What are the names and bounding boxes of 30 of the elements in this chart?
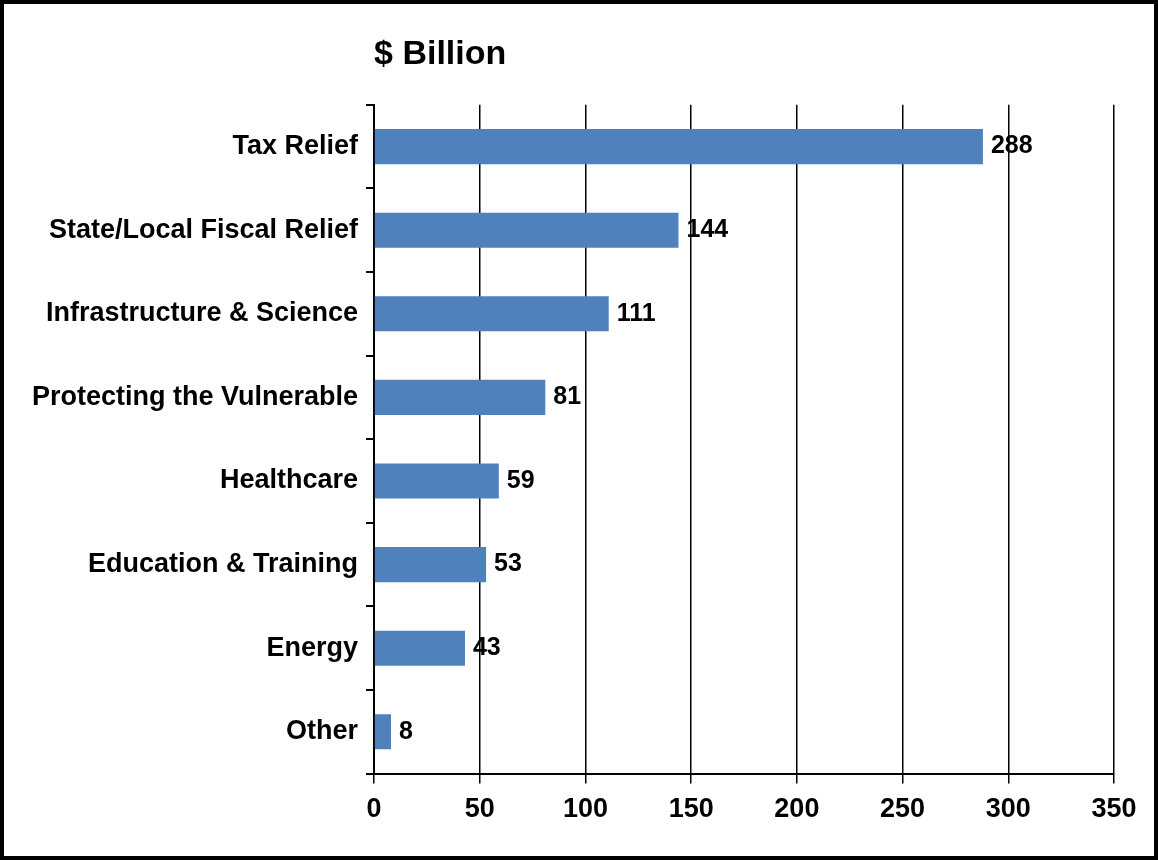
x-tick-label: 200 <box>774 793 820 824</box>
data-label: 111 <box>616 297 656 326</box>
y-tick-label: Other <box>286 715 359 746</box>
data-label: 53 <box>494 548 522 577</box>
x-tick-label: 0 <box>366 793 382 824</box>
data-label: 8 <box>398 715 413 744</box>
y-tick-label: Education & Training <box>88 548 359 579</box>
bar <box>374 547 487 583</box>
data-label: 59 <box>506 464 535 493</box>
chart-title: $ Billion <box>374 32 507 71</box>
bar <box>374 212 679 248</box>
x-tick-label: 100 <box>562 793 608 824</box>
x-tick-label: 150 <box>668 793 714 824</box>
x-tick-label: 250 <box>880 793 926 824</box>
bar <box>374 463 499 499</box>
data-label: 81 <box>553 381 582 410</box>
y-tick-label: State/Local Fiscal Relief <box>48 213 360 244</box>
y-tick-label: Healthcare <box>219 464 359 495</box>
y-tick-label: Energy <box>266 631 359 662</box>
bar <box>374 129 983 165</box>
bar <box>374 714 391 750</box>
x-tick-label: 350 <box>1091 793 1137 824</box>
y-tick-label: Tax Relief <box>232 130 360 161</box>
bar <box>374 630 465 666</box>
x-tick-label: 50 <box>464 793 495 824</box>
x-tick-label: 300 <box>985 793 1031 824</box>
y-tick-label: Infrastructure & Science <box>45 297 359 328</box>
y-tick-label: Protecting the Vulnerable <box>31 380 359 411</box>
bar <box>374 379 546 415</box>
bar <box>374 296 609 332</box>
